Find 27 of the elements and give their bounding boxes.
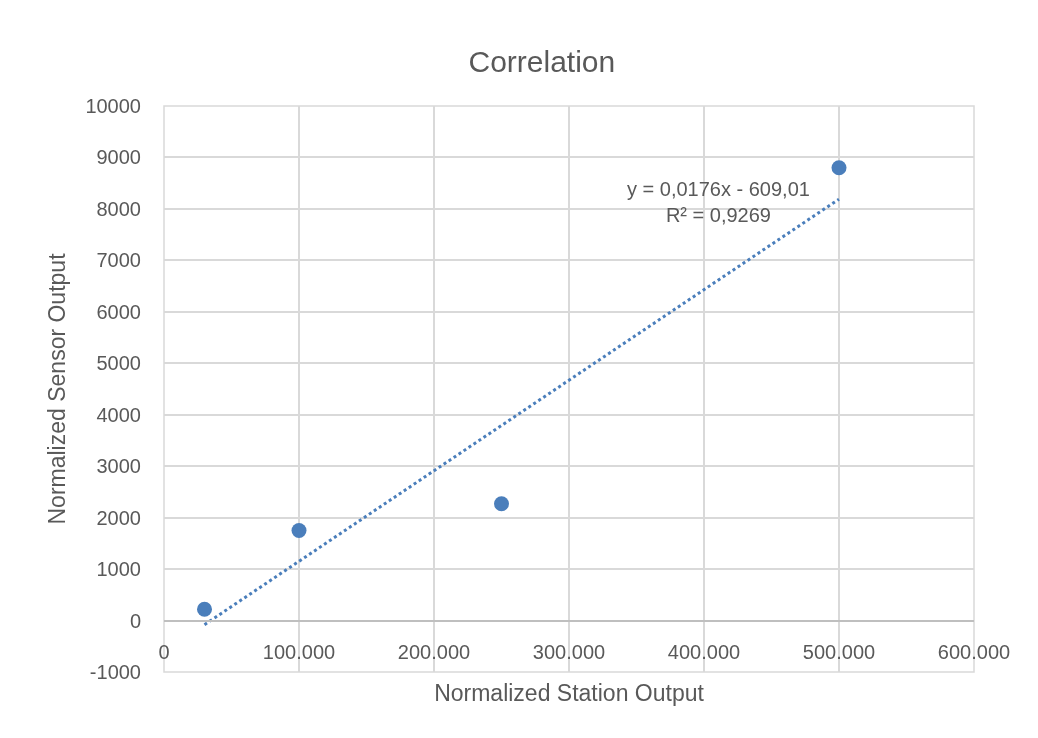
point [494,496,509,512]
y-tick-label: 9000 [96,146,141,169]
y-tick-label: 8000 [96,197,141,220]
chart-title: Correlation [468,44,616,78]
annotation: y = 0,0176x - 609,01 R² = 0,9269 [627,178,810,226]
y-tick-label: 2000 [96,506,141,529]
y-axis-title: Normalized Sensor Output [43,252,70,525]
x-tick-label: 100.000 [262,641,336,664]
x-axis-title: Normalized Station Output [434,680,705,707]
x-tick-label: 600.000 [937,641,1011,664]
y-tick-label: 10000 [85,95,141,117]
x-tick-label: 500.000 [802,641,876,664]
x-tick-label: 300.000 [532,641,606,664]
point [197,601,212,617]
y-tick-label: 6000 [96,300,141,323]
x-tick-label: 200.000 [397,641,471,664]
x-tick-label: 400.000 [667,641,741,664]
y-tick-label: 0 [129,609,141,632]
y-tick-label: 3000 [96,455,141,478]
y-tick-label: 1000 [96,558,141,581]
y-tick-label: 5000 [96,352,141,375]
x-tick-label: 0 [158,641,170,664]
y-tick-label: 7000 [96,249,141,272]
y-tick-label: -1000 [89,661,141,683]
y-tick-label: 4000 [96,403,141,426]
point [291,523,307,538]
point [831,160,847,176]
